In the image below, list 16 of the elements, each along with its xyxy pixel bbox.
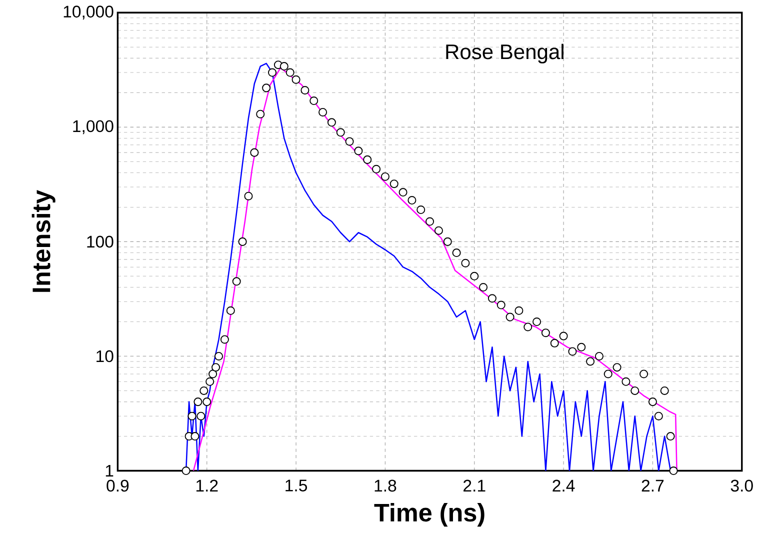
- y-tick-label: 10,000: [64, 6, 114, 20]
- x-tick-label: 1.8: [374, 480, 396, 492]
- x-tick-label: 3.0: [730, 480, 753, 492]
- x-tick-label: 2.7: [642, 480, 664, 492]
- x-tick-label: 2.1: [464, 480, 486, 492]
- y-tick-label: 10: [96, 350, 114, 362]
- y-axis-title: Intensity: [32, 190, 56, 292]
- annotation: Rose Bengal: [446, 44, 564, 64]
- x-tick-label: 1.5: [286, 480, 308, 492]
- y-tick-label: 100: [87, 236, 114, 248]
- x-tick-label: 2.4: [552, 480, 575, 492]
- y-tick-label: 1: [106, 465, 114, 477]
- x-tick-label: 0.9: [106, 480, 129, 492]
- y-tick-label: 1,000: [73, 120, 114, 134]
- x-tick-label: 1.2: [196, 480, 218, 492]
- x-axis-title: Time (ns): [374, 503, 484, 527]
